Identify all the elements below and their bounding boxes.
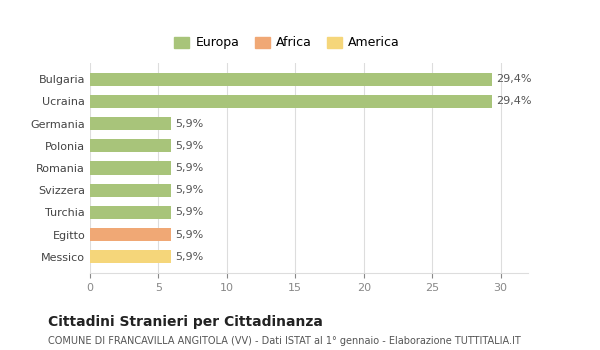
Text: 29,4%: 29,4% xyxy=(497,74,532,84)
Bar xyxy=(90,250,171,264)
Bar xyxy=(90,206,171,219)
Bar xyxy=(90,139,171,153)
Text: 5,9%: 5,9% xyxy=(175,185,203,195)
Text: 5,9%: 5,9% xyxy=(175,119,203,128)
Text: COMUNE DI FRANCAVILLA ANGITOLA (VV) - Dati ISTAT al 1° gennaio - Elaborazione TU: COMUNE DI FRANCAVILLA ANGITOLA (VV) - Da… xyxy=(48,336,521,346)
Bar xyxy=(90,72,493,86)
Bar xyxy=(90,228,171,241)
Bar xyxy=(90,117,171,130)
Legend: Europa, Africa, America: Europa, Africa, America xyxy=(169,32,405,55)
Text: 5,9%: 5,9% xyxy=(175,208,203,217)
Text: 29,4%: 29,4% xyxy=(497,96,532,106)
Text: Cittadini Stranieri per Cittadinanza: Cittadini Stranieri per Cittadinanza xyxy=(48,315,323,329)
Bar xyxy=(90,95,493,108)
Text: 5,9%: 5,9% xyxy=(175,141,203,151)
Bar xyxy=(90,161,171,175)
Text: 5,9%: 5,9% xyxy=(175,230,203,240)
Bar xyxy=(90,183,171,197)
Text: 5,9%: 5,9% xyxy=(175,163,203,173)
Text: 5,9%: 5,9% xyxy=(175,252,203,262)
